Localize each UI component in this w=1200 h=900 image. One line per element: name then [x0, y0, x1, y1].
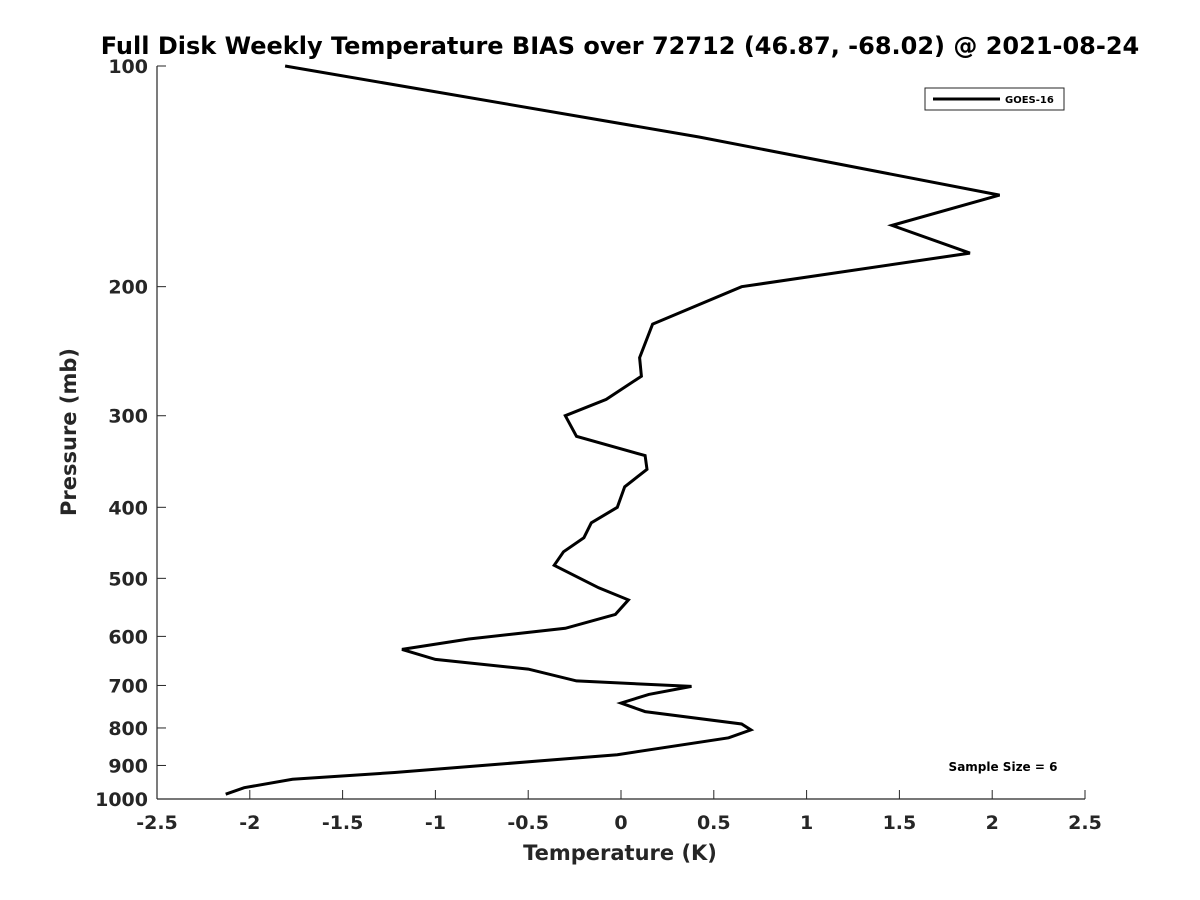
- x-tick-label: -1: [425, 812, 446, 834]
- x-tick-label: -2.5: [136, 812, 178, 834]
- x-tick-label: 1: [800, 812, 813, 834]
- legend: GOES-16: [924, 87, 1065, 111]
- y-axis-label: Pressure (mb): [57, 348, 81, 516]
- x-axis-label: Temperature (K): [523, 841, 717, 865]
- y-tick-label: 500: [108, 568, 148, 590]
- x-tick-label: 0.5: [697, 812, 731, 834]
- y-tick-label: 300: [108, 406, 148, 428]
- y-tick-label: 800: [108, 718, 148, 740]
- y-tick-label: 100: [108, 56, 148, 78]
- chart-title: Full Disk Weekly Temperature BIAS over 7…: [101, 32, 1140, 60]
- y-tick-label: 1000: [95, 789, 148, 811]
- y-tick-label: 900: [108, 755, 148, 777]
- y-tick-label: 700: [108, 675, 148, 697]
- x-tick-label: -2: [239, 812, 260, 834]
- y-tick-label: 600: [108, 626, 148, 648]
- x-tick-label: -1.5: [322, 812, 364, 834]
- sample-size-annotation: Sample Size = 6: [949, 760, 1058, 774]
- series-line-goes-16: [225, 64, 1001, 796]
- x-tick-label: 2.5: [1068, 812, 1102, 834]
- x-tick-label: 2: [986, 812, 999, 834]
- series-layer: [225, 64, 1001, 796]
- y-tick-label: 200: [108, 277, 148, 299]
- x-ticks: -2.5 -2 -1.5 -1 -0.5 0 0.5 1 1.5 2 2.5: [136, 790, 1102, 834]
- x-tick-label: 1.5: [883, 812, 917, 834]
- legend-label-goes-16: GOES-16: [1005, 95, 1054, 106]
- x-tick-label: -0.5: [507, 812, 549, 834]
- y-ticks: 100 200 300 400 500 600 700 800 900 1000: [95, 56, 166, 811]
- x-tick-label: 0: [614, 812, 627, 834]
- y-tick-label: 400: [108, 497, 148, 519]
